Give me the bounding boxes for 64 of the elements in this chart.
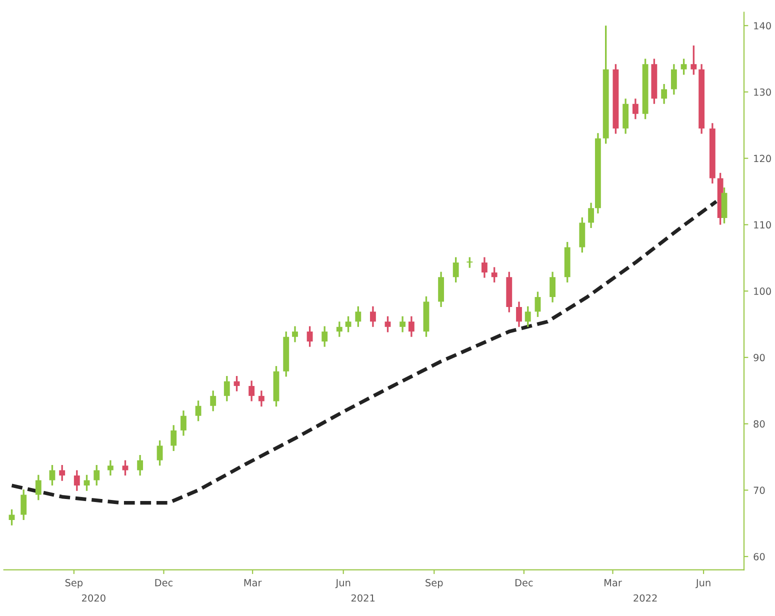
candlestick — [588, 202, 594, 229]
x-tick-label: Jun — [335, 579, 350, 588]
candlestick — [59, 464, 66, 482]
x-tick-label: Sep — [65, 579, 83, 588]
candlestick — [224, 375, 230, 402]
candlestick — [306, 325, 313, 348]
x-tick-label: Jun — [695, 579, 710, 588]
candlestick — [180, 410, 186, 437]
candlestick — [384, 315, 391, 334]
candlestick — [370, 305, 376, 328]
candlestick — [534, 290, 541, 318]
candlestick — [400, 315, 406, 334]
candlestick — [94, 464, 100, 486]
candlestick — [49, 464, 56, 486]
x-tick-label: Dec — [155, 579, 173, 586]
candlestick — [408, 315, 414, 338]
candlestick — [516, 300, 522, 328]
candlestick — [336, 320, 342, 338]
candlestick — [292, 325, 298, 343]
y-tick-label: 90 — [754, 354, 765, 362]
candlestick — [234, 375, 240, 392]
y-tick-label: 80 — [754, 420, 765, 428]
x2-tick-label: 2021 — [351, 594, 375, 602]
candlestick — [8, 508, 15, 526]
y-tick-label: 100 — [754, 288, 771, 295]
candlestick — [345, 315, 352, 334]
candlestick — [482, 256, 488, 279]
x-tick-label: Sep — [426, 579, 443, 588]
x-tick-label: Mar — [244, 579, 262, 586]
candlestick — [74, 469, 80, 492]
candlestick — [670, 63, 677, 96]
candlestick — [661, 83, 668, 105]
candlestick — [524, 305, 531, 328]
candlestick — [466, 256, 473, 269]
x-tick-label: Dec — [515, 579, 533, 586]
candlestick — [452, 256, 459, 284]
y-tick-label: 60 — [754, 553, 765, 560]
candlestick — [322, 325, 328, 348]
candlestick — [170, 424, 177, 452]
candlestick — [491, 266, 498, 284]
y-tick-label: 140 — [754, 22, 771, 30]
candlestick — [690, 44, 697, 76]
candlestick — [210, 390, 216, 412]
candlestick — [156, 440, 163, 466]
candlestick — [107, 459, 114, 476]
candlestick — [632, 98, 638, 120]
candlestick — [258, 390, 264, 408]
candlestick — [195, 400, 202, 422]
candlestick — [137, 454, 144, 476]
candlestick — [355, 305, 362, 328]
candlestick — [84, 474, 90, 492]
y-tick-label: 70 — [754, 486, 765, 494]
x2-tick-label: 2022 — [634, 594, 657, 602]
candlestick — [122, 459, 128, 476]
candlestick — [248, 380, 255, 402]
candlestick — [35, 474, 42, 501]
candlestick — [680, 58, 687, 76]
candlestick — [20, 488, 27, 521]
candlestick — [550, 270, 556, 304]
x-tick-label: Mar — [604, 579, 622, 586]
y-tick-label: 130 — [754, 88, 771, 96]
x2-tick-label: 2020 — [82, 594, 106, 602]
y-tick-label: 110 — [754, 221, 771, 229]
y-tick-label: 120 — [754, 154, 771, 162]
